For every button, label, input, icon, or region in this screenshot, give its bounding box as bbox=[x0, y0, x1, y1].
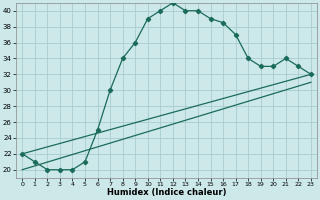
X-axis label: Humidex (Indice chaleur): Humidex (Indice chaleur) bbox=[107, 188, 226, 197]
